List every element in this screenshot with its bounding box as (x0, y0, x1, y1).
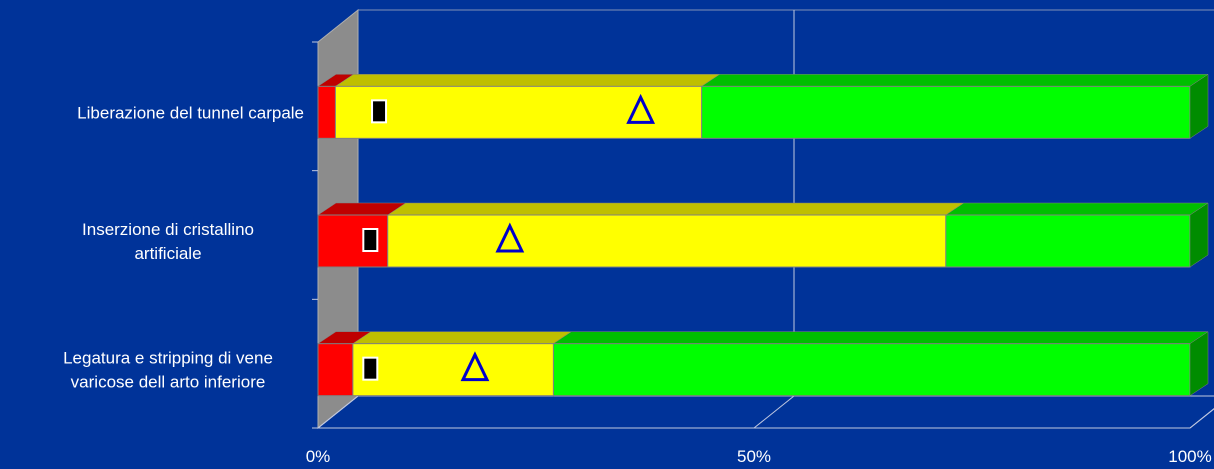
x-tick-label: 100% (1168, 447, 1211, 466)
category-label: Liberazione del tunnel carpale (77, 103, 304, 122)
x-tick-label: 50% (737, 447, 771, 466)
triangle-marker (626, 93, 656, 124)
bar-top-face (352, 331, 573, 344)
x-tick-label: 0% (306, 447, 331, 466)
bar-end-face (1189, 73, 1209, 139)
bar-segment (352, 343, 554, 397)
floor-gridline (1189, 408, 1214, 429)
category-label: Legatura e stripping di vene varicose del… (63, 349, 273, 392)
square-marker (371, 99, 388, 124)
bar-top-face (700, 74, 1209, 87)
markers-layer (362, 93, 656, 382)
bar-segment (552, 343, 1191, 397)
category-label: Inserzione di cristallino artificiale (82, 220, 254, 263)
bar-end-face (1189, 331, 1209, 397)
square-marker (362, 228, 379, 252)
bars-layer (317, 73, 1209, 397)
bar-segment (945, 214, 1191, 268)
bar-segment (317, 343, 354, 397)
bar-end-face (1189, 202, 1209, 268)
triangle-marker (495, 222, 525, 253)
triangle-marker (460, 351, 490, 382)
bar-top-face (552, 331, 1209, 344)
bar-top-face (945, 202, 1209, 216)
floor-gridline (317, 395, 359, 429)
bar-top-face (386, 202, 965, 216)
labels-layer: 0% 50% 100% Liberazione del tunnel carpale I… (63, 103, 1212, 466)
floor (316, 395, 1214, 429)
bar-segment (701, 85, 1191, 139)
bar-segment (317, 85, 336, 139)
floor-gridline (753, 395, 795, 429)
square-marker (362, 356, 379, 381)
bar-segment (387, 214, 947, 268)
bar-top-face (334, 74, 721, 87)
